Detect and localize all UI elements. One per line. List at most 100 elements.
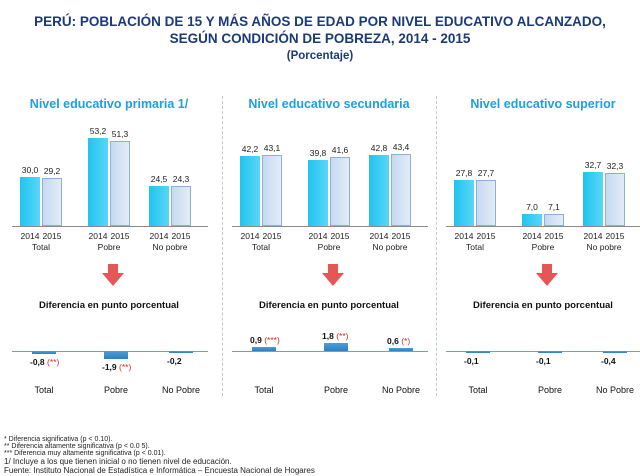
difference-value: 0,6	[387, 336, 399, 347]
bar-2014-no-pobre	[583, 172, 603, 226]
x-tick-year: 2015	[171, 231, 191, 241]
x-tick-year: 2014	[88, 231, 108, 241]
significance-mark: (**)	[333, 331, 349, 342]
data-label: 27,7	[477, 168, 495, 179]
difference-bar-pobre	[324, 343, 348, 351]
x-tick-year: 2014	[149, 231, 169, 241]
x-tick-year: 2014	[454, 231, 474, 241]
difference-label: -1,9 (**)	[102, 362, 131, 372]
footnote: Fuente: Instituto Nacional de Estadístic…	[4, 466, 315, 475]
data-label: 53,2	[89, 126, 107, 137]
difference-label: -0,1	[536, 356, 551, 366]
difference-category: Total	[254, 385, 274, 395]
footnote: * Diferencia significativa (p < 0.10).	[4, 436, 113, 443]
data-label: 27,8	[455, 168, 473, 179]
data-label: 7,0	[526, 202, 538, 213]
difference-value: -0,4	[601, 355, 616, 366]
x-tick-year: 2015	[544, 231, 564, 241]
footnote: *** Diferencia muy altamente significati…	[4, 450, 166, 457]
data-label: 39,8	[309, 148, 327, 159]
panel-title: Nivel educativo secundaria	[248, 97, 410, 111]
difference-label: 1,8 (**)	[322, 331, 348, 341]
difference-label: -0,2	[167, 356, 182, 366]
x-tick-year: 2014	[308, 231, 328, 241]
difference-value: -0,2	[167, 355, 182, 366]
bar-2015-no-pobre	[605, 172, 625, 226]
x-tick-year: 2014	[369, 231, 389, 241]
bar-2014-pobre	[522, 214, 542, 226]
difference-bar-no-pobre	[169, 351, 193, 353]
difference-value: 1,8	[322, 331, 334, 342]
data-label: 42,2	[241, 144, 259, 155]
down-arrow-icon	[536, 264, 558, 286]
chart-subtitle: (Porcentaje)	[286, 50, 354, 62]
bar-2014-pobre	[88, 138, 108, 226]
significance-mark: (**)	[44, 357, 60, 368]
data-label: 42,8	[370, 143, 388, 154]
chart-title-line1: PERÚ: POBLACIÓN DE 15 Y MÁS AÑOS DE EDAD…	[34, 14, 606, 29]
bar-2014-total	[454, 180, 474, 226]
bar-2015-no-pobre	[391, 154, 411, 226]
difference-bar-pobre	[538, 351, 562, 353]
difference-label: -0,1	[464, 356, 479, 366]
x-tick-category: No pobre	[152, 242, 188, 252]
bar-2015-total	[476, 180, 496, 226]
difference-bar-pobre	[104, 351, 128, 359]
difference-category: No Pobre	[595, 385, 635, 395]
difference-title: Diferencia en punto porcentual	[39, 300, 179, 311]
x-tick-year: 2014	[240, 231, 260, 241]
down-arrow-icon	[322, 264, 344, 286]
x-tick-category: Total	[32, 242, 50, 252]
difference-value: -0,1	[536, 355, 551, 366]
difference-category: No Pobre	[381, 385, 421, 395]
x-tick-year: 2015	[605, 231, 625, 241]
bar-2014-total	[20, 176, 40, 226]
panel-title: Nivel educativo superior	[470, 97, 616, 111]
bar-2015-pobre	[110, 141, 130, 226]
difference-bar-no-pobre	[603, 351, 627, 353]
bar-2015-total	[262, 154, 282, 226]
significance-mark: (***)	[261, 335, 280, 346]
bar-2015-total	[42, 177, 62, 226]
data-label: 32,7	[584, 160, 602, 171]
difference-category: No Pobre	[161, 385, 201, 395]
data-label: 32,3	[606, 160, 624, 171]
difference-label: -0,4	[601, 356, 616, 366]
difference-category: Total	[468, 385, 488, 395]
down-arrow-icon	[102, 264, 124, 286]
x-tick-category: Pobre	[97, 242, 121, 252]
difference-bar-total	[32, 351, 56, 355]
data-label: 51,3	[111, 129, 129, 140]
data-label: 41,6	[331, 145, 349, 156]
x-axis-line	[232, 226, 428, 227]
panel-divider-2	[436, 96, 437, 396]
x-tick-category: Total	[466, 242, 484, 252]
x-tick-year: 2015	[42, 231, 62, 241]
x-tick-category: Pobre	[317, 242, 341, 252]
difference-bar-total	[466, 351, 490, 353]
x-tick-year: 2014	[522, 231, 542, 241]
x-tick-category: No pobre	[372, 242, 408, 252]
bar-2014-no-pobre	[369, 155, 389, 226]
difference-value: -0,8	[30, 357, 45, 368]
x-tick-category: No pobre	[586, 242, 622, 252]
footnote: 1/ Incluye a los que tienen inicial o no…	[4, 457, 232, 466]
chart-title-line2: SEGÚN CONDICIÓN DE POBREZA, 2014 - 2015	[169, 31, 471, 46]
bar-2014-no-pobre	[149, 185, 169, 226]
x-tick-year: 2015	[262, 231, 282, 241]
x-tick-year: 2014	[583, 231, 603, 241]
difference-title: Diferencia en punto porcentual	[473, 300, 613, 311]
data-label: 29,2	[43, 165, 61, 176]
data-label: 24,5	[150, 173, 168, 184]
difference-bar-no-pobre	[389, 348, 413, 351]
significance-mark: (*)	[398, 336, 411, 347]
x-tick-category: Pobre	[531, 242, 555, 252]
x-tick-year: 2015	[391, 231, 411, 241]
difference-zero-line	[232, 351, 428, 352]
significance-mark: (**)	[116, 361, 132, 372]
difference-category: Total	[34, 385, 54, 395]
difference-bar-total	[252, 347, 276, 351]
footnote: ** Diferencia altamente significativa (p…	[4, 443, 150, 450]
x-axis-line	[446, 226, 640, 227]
bar-2015-no-pobre	[171, 185, 191, 226]
